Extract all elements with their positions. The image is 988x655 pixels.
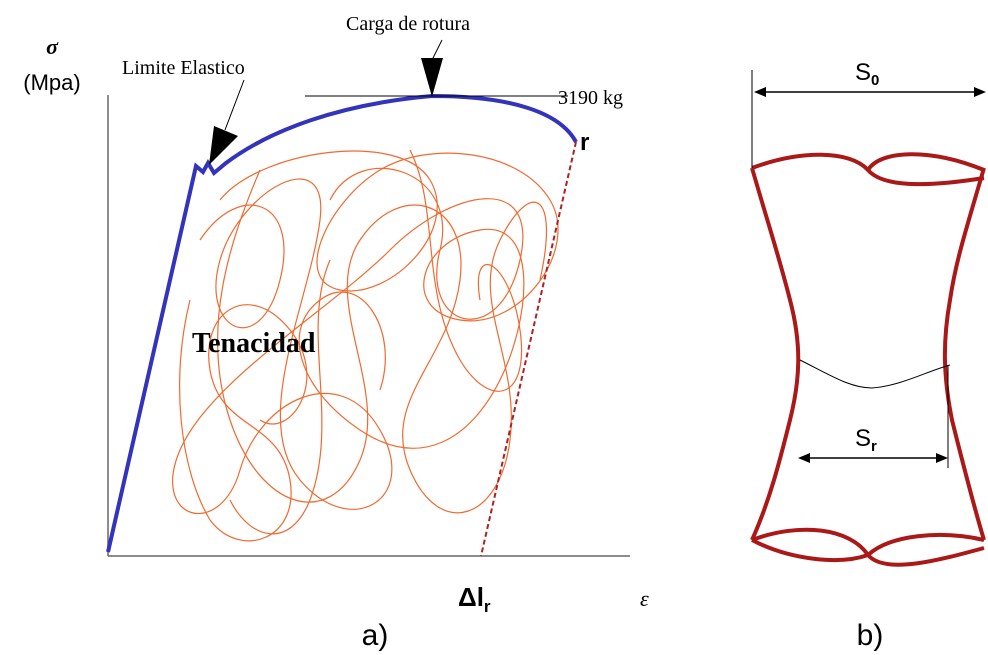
label-main: S bbox=[855, 59, 871, 86]
breaking-load-value: 3190 kg bbox=[558, 87, 623, 109]
area-label: Tenacidad bbox=[192, 328, 316, 359]
elongation-label: Δlr bbox=[458, 582, 491, 616]
label-sub: r bbox=[871, 438, 877, 455]
caption: a) bbox=[362, 619, 389, 652]
arrow-stem bbox=[225, 80, 244, 130]
arrow-head bbox=[421, 58, 443, 97]
y-axis-unit: (Mpa) bbox=[23, 70, 80, 95]
caption: b) bbox=[857, 619, 884, 652]
specimen-outline bbox=[752, 154, 984, 565]
arrow-head bbox=[936, 453, 948, 463]
elastic-limit-label: Limite Elastico bbox=[122, 57, 245, 79]
elongation-sub: r bbox=[484, 597, 491, 616]
label-main: S bbox=[855, 425, 871, 452]
arrow-head bbox=[974, 87, 986, 97]
elongation-main: Δl bbox=[458, 582, 484, 612]
y-axis-symbol: σ bbox=[46, 34, 59, 59]
arrow-head bbox=[798, 453, 810, 463]
arrow-stem bbox=[432, 40, 442, 60]
label-sub: 0 bbox=[871, 72, 879, 89]
rupture-point-label: r bbox=[580, 129, 589, 156]
arrow-head bbox=[754, 87, 766, 97]
initial-section-label: S0 bbox=[855, 59, 879, 89]
page: σ (Mpa) Limite Elastico Carga de rotura … bbox=[0, 0, 988, 655]
breaking-load-label: Carga de rotura bbox=[346, 13, 470, 35]
rupture-section bbox=[800, 360, 950, 388]
x-axis-symbol: ε bbox=[640, 586, 649, 611]
rupture-section-label: Sr bbox=[855, 425, 877, 455]
